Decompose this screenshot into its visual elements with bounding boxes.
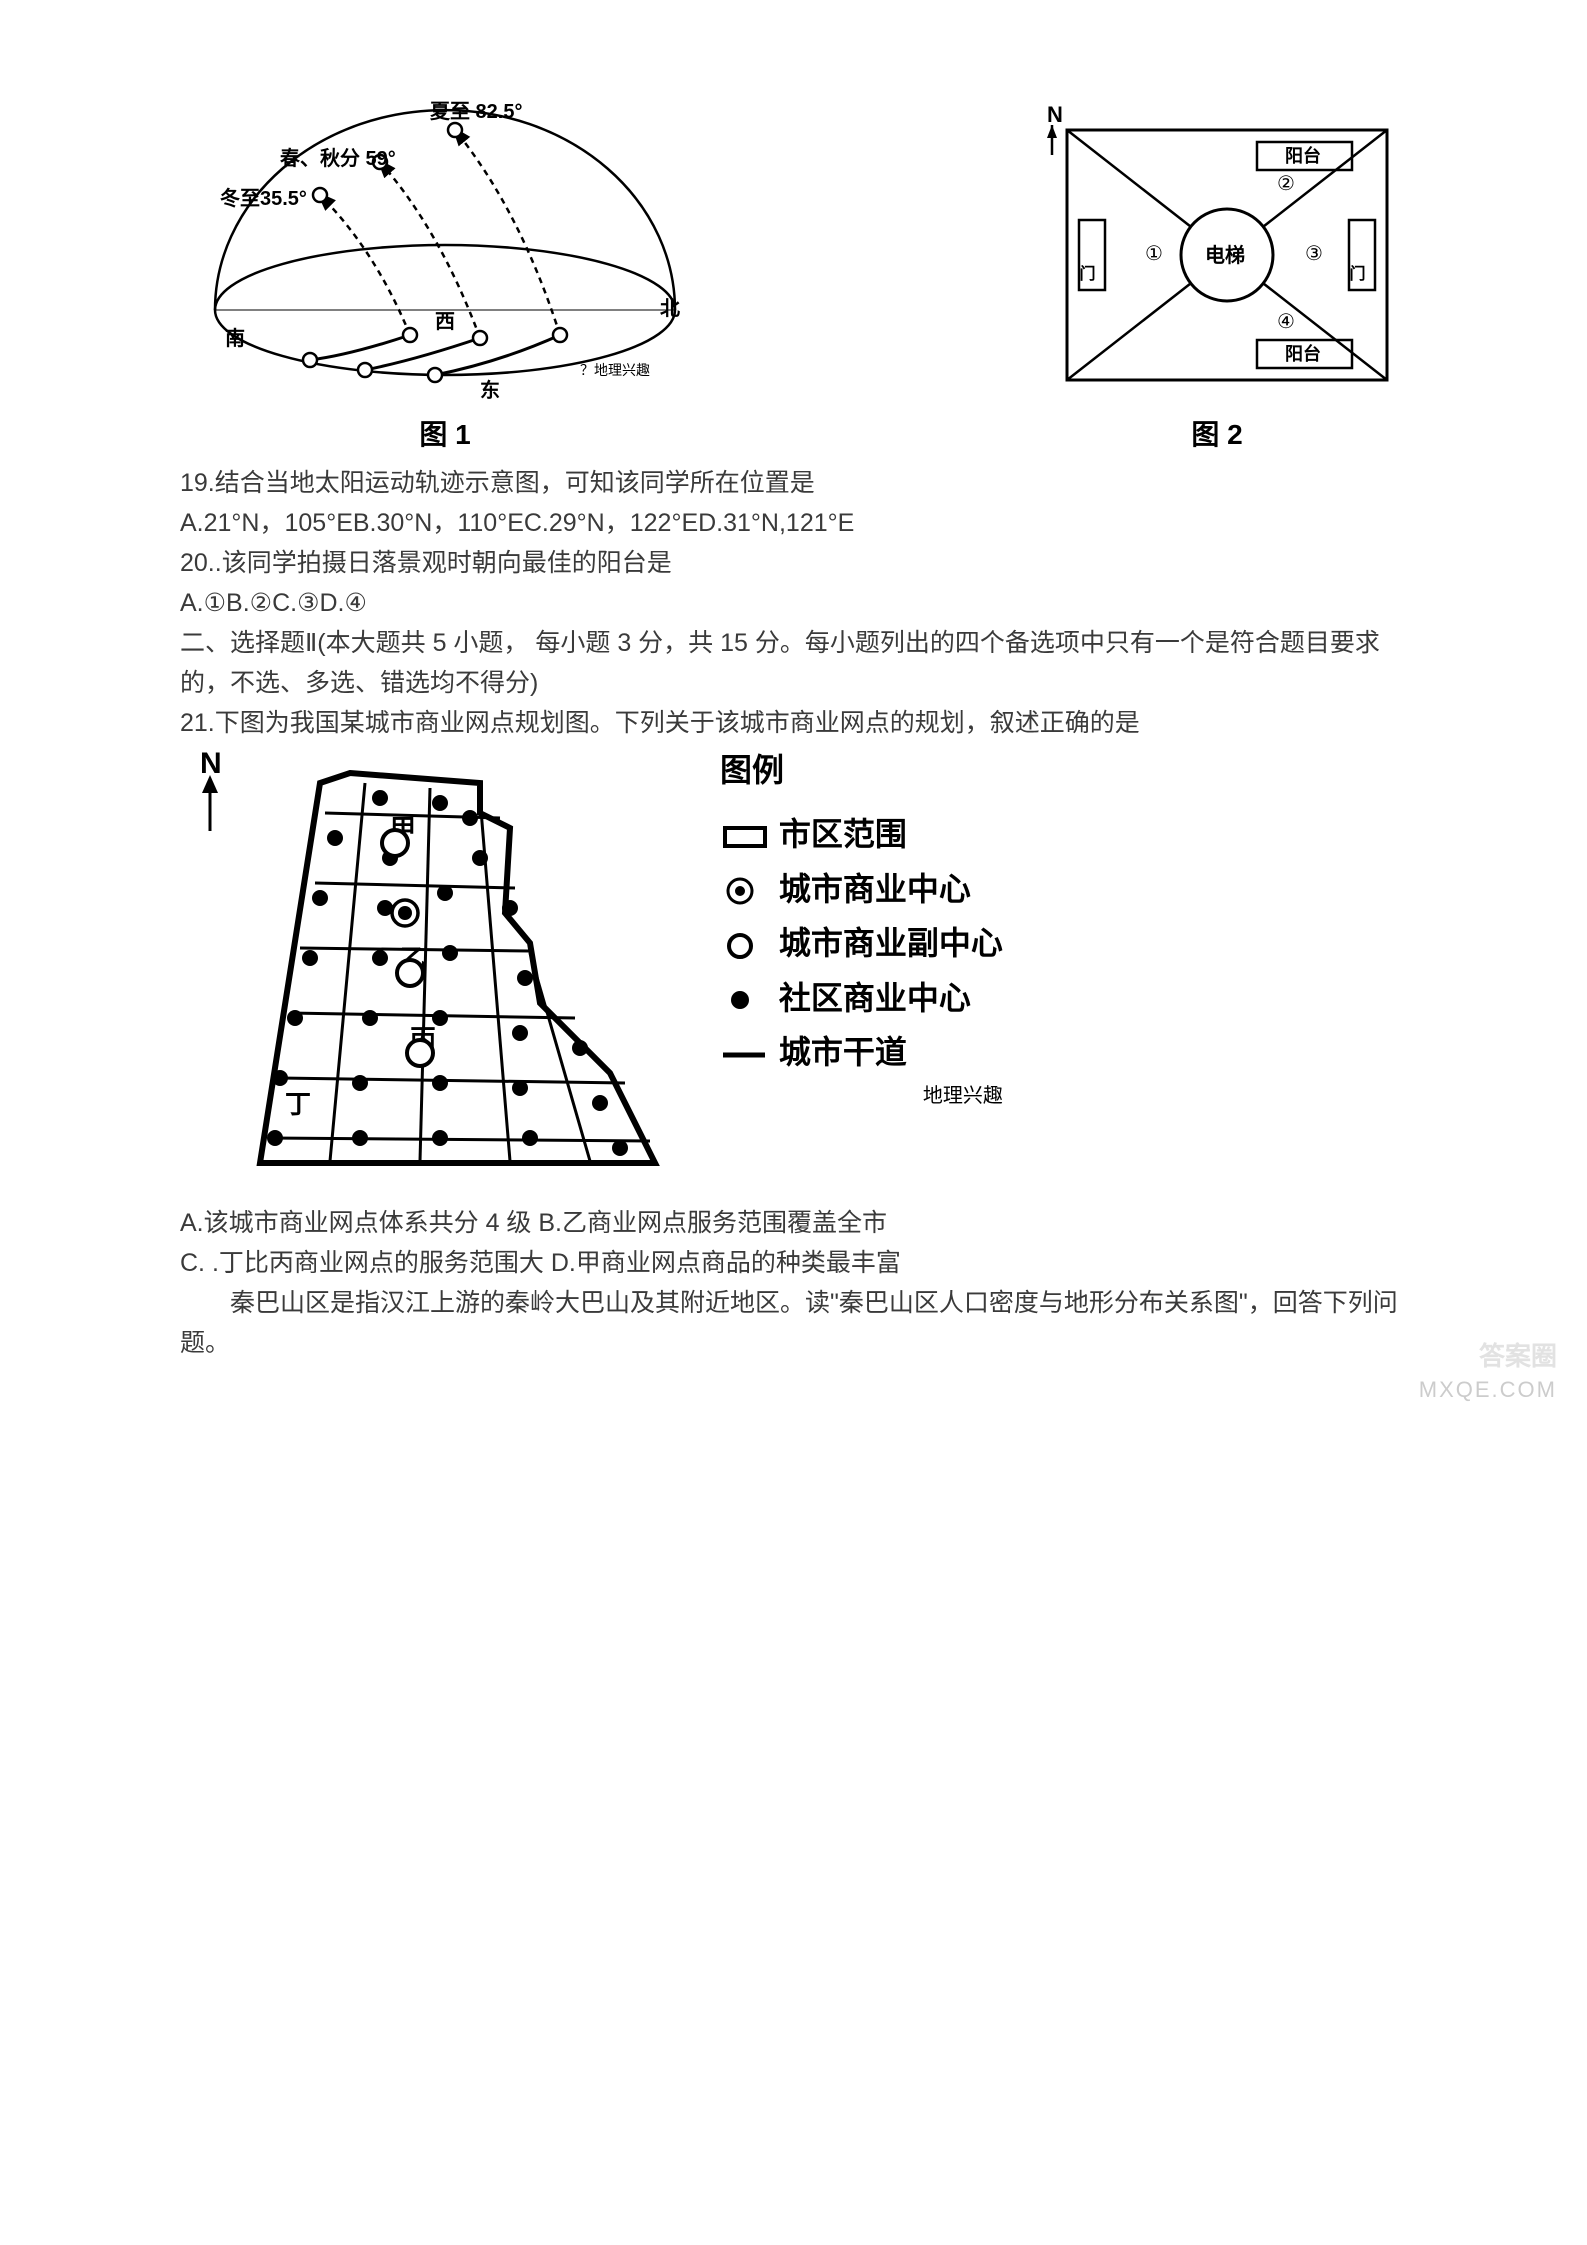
- q20-options: A.①B.②C.③D.④: [180, 583, 1407, 623]
- map-community-dot: [502, 900, 518, 916]
- map-subcenter-ring: [382, 830, 408, 856]
- figure-1-caption: 图 1: [180, 413, 710, 453]
- svg-text:丁: 丁: [285, 1089, 311, 1119]
- svg-text:门: 门: [1347, 264, 1365, 282]
- section2-heading: 二、选择题Ⅱ(本大题共 5 小题， 每小题 3 分，共 15 分。每小题列出的四…: [180, 623, 1407, 703]
- map-community-dot: [432, 1010, 448, 1026]
- map-center-doublering: [398, 906, 412, 920]
- legend-item: 城市商业中心: [720, 862, 1003, 916]
- q21-options-line1: A.该城市商业网点体系共分 4 级 B.乙商业网点服务范围覆盖全市: [180, 1203, 1407, 1243]
- legend-item: 城市商业副中心: [720, 916, 1003, 970]
- map-community-dot: [572, 1040, 588, 1056]
- floorplan-diagram: N 电梯 阳台 阳台 门 门: [1027, 100, 1407, 400]
- map-small-note: 地理兴趣: [720, 1079, 1003, 1113]
- figure-2-caption: 图 2: [1027, 413, 1407, 453]
- map-community-dot: [432, 1130, 448, 1146]
- q21-stem: 21.下图为我国某城市商业网点规划图。下列关于该城市商业网点的规划，叙述正确的是: [180, 703, 1407, 743]
- map-community-dot: [612, 1140, 628, 1156]
- svg-text:①: ①: [1145, 243, 1163, 265]
- map-community-dot: [592, 1095, 608, 1111]
- q21-options-line2: C. .丁比丙商业网点的服务范围大 D.甲商业网点商品的种类最丰富: [180, 1243, 1407, 1283]
- legend-item: 市区范围: [720, 807, 1003, 861]
- map-community-dot: [372, 950, 388, 966]
- map-legend: 图例 市区范围 城市商业中心 城市商业副中心 社区商业中心 城市干道 地理兴趣: [720, 743, 1003, 1113]
- sun-path-diagram: 夏至 82.5° 春、秋分 59° 冬至35.5° 南 西 北 东 ？地理兴趣: [180, 100, 710, 400]
- watermark-logo: 答案圈: [1479, 1336, 1557, 1373]
- map-community-dot: [272, 1070, 288, 1086]
- q19-options: A.21°N，105°EB.30°N，110°EC.29°N，122°ED.31…: [180, 503, 1407, 543]
- map-community-dot: [372, 790, 388, 806]
- label-winter: 冬至35.5°: [220, 186, 307, 210]
- map-community-dot: [327, 830, 343, 846]
- svg-text:阳台: 阳台: [1285, 145, 1321, 166]
- label-n: N: [1047, 102, 1063, 127]
- q19-stem: 19.结合当地太阳运动轨迹示意图，可知该同学所在位置是: [180, 463, 1407, 503]
- map-community-dot: [517, 970, 533, 986]
- label-summer: 夏至 82.5°: [430, 100, 522, 123]
- map-community-dot: [312, 890, 328, 906]
- label-note1: ？地理兴趣: [580, 362, 650, 378]
- map-community-dot: [362, 1010, 378, 1026]
- svg-text:③: ③: [1305, 243, 1323, 265]
- label-north: 北: [660, 297, 680, 320]
- svg-text:②: ②: [1277, 173, 1295, 195]
- map-community-dot: [352, 1075, 368, 1091]
- label-south: 南: [225, 327, 245, 350]
- city-map-svg: N 甲 乙 丙 丁: [180, 743, 680, 1203]
- map-community-dot: [437, 885, 453, 901]
- legend-item: 城市干道: [720, 1025, 1003, 1079]
- svg-text:N: N: [200, 747, 222, 780]
- map-community-dot: [302, 950, 318, 966]
- label-elevator: 电梯: [1205, 243, 1245, 267]
- qinba-intro: 秦巴山区是指汉江上游的秦岭大巴山及其附近地区。读"秦巴山区人口密度与地形分布关系…: [180, 1283, 1407, 1363]
- legend-title: 图例: [720, 743, 1003, 797]
- map-subcenter-ring: [397, 960, 423, 986]
- figure-1: 夏至 82.5° 春、秋分 59° 冬至35.5° 南 西 北 东 ？地理兴趣 …: [180, 100, 710, 453]
- label-equinox: 春、秋分 59°: [279, 146, 396, 170]
- label-west: 西: [435, 311, 455, 333]
- q20-stem: 20..该同学拍摄日落景观时朝向最佳的阳台是: [180, 543, 1407, 583]
- legend-item: 社区商业中心: [720, 971, 1003, 1025]
- map-community-dot: [462, 810, 478, 826]
- label-east: 东: [480, 378, 500, 400]
- map-subcenter-ring: [407, 1040, 433, 1066]
- map-community-dot: [442, 945, 458, 961]
- map-community-dot: [267, 1130, 283, 1146]
- svg-text:④: ④: [1277, 311, 1295, 333]
- map-community-dot: [522, 1130, 538, 1146]
- svg-text:门: 门: [1077, 264, 1095, 282]
- map-community-dot: [472, 850, 488, 866]
- map-community-dot: [352, 1130, 368, 1146]
- map-community-dot: [512, 1080, 528, 1096]
- figure-2: N 电梯 阳台 阳台 门 门: [1027, 100, 1407, 453]
- map-community-dot: [287, 1010, 303, 1026]
- svg-text:阳台: 阳台: [1285, 343, 1321, 364]
- map-community-dot: [432, 795, 448, 811]
- city-map-figure: N 甲 乙 丙 丁 图例: [180, 743, 1407, 1203]
- map-community-dot: [512, 1025, 528, 1041]
- map-community-dot: [432, 1075, 448, 1091]
- watermark-url: MXQE.COM: [1419, 1377, 1557, 1403]
